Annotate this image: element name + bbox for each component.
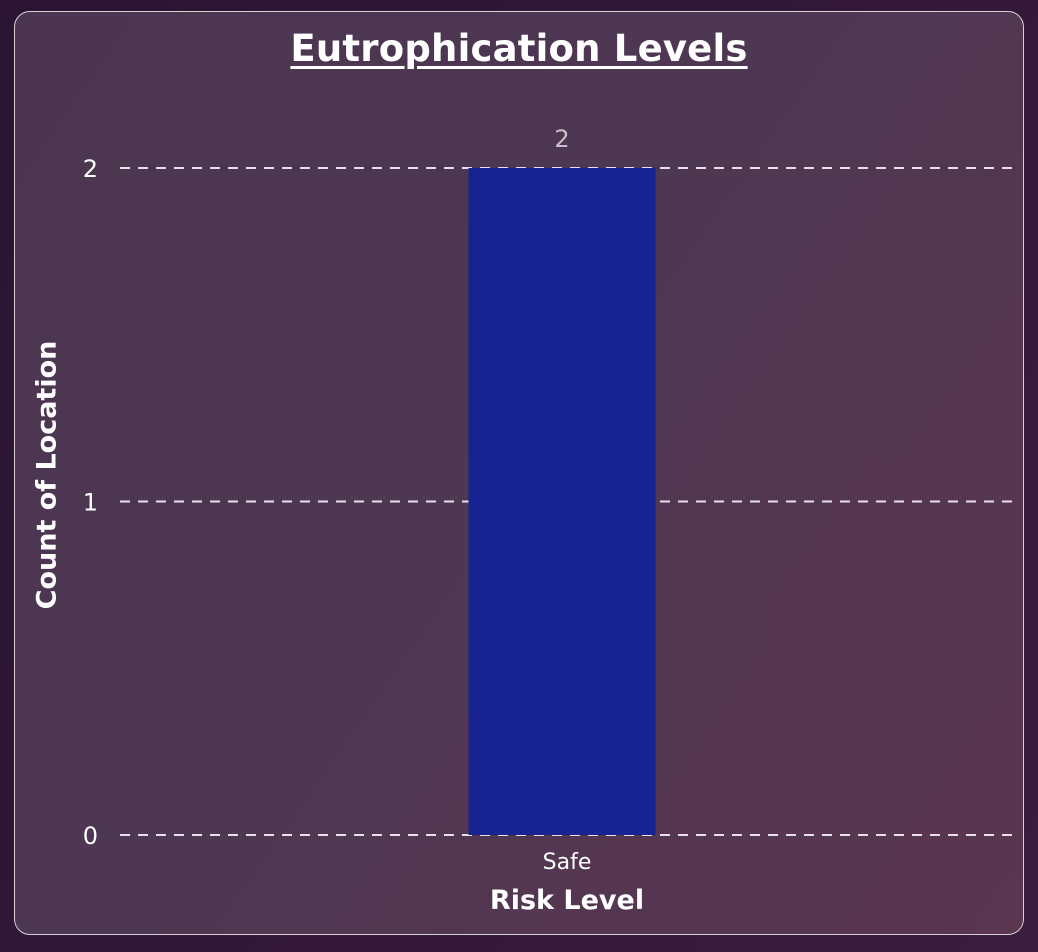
y-tick-label: 0 — [83, 822, 98, 850]
x-axis-label: Risk Level — [489, 885, 645, 916]
data-label: 2 — [554, 125, 569, 153]
y-tick-labels: 0 1 2 — [83, 155, 98, 850]
x-tick-label: Safe — [543, 850, 592, 875]
bars: 2 — [468, 125, 656, 835]
y-tick-label: 1 — [83, 489, 98, 517]
chart-title: Eutrophication Levels — [290, 27, 748, 70]
y-tick-label: 2 — [83, 155, 98, 183]
grid-lines — [120, 167, 1012, 836]
bar-safe[interactable] — [468, 168, 656, 835]
x-tick-labels: Safe — [543, 850, 592, 875]
y-axis-label: Count of Location — [31, 340, 63, 610]
